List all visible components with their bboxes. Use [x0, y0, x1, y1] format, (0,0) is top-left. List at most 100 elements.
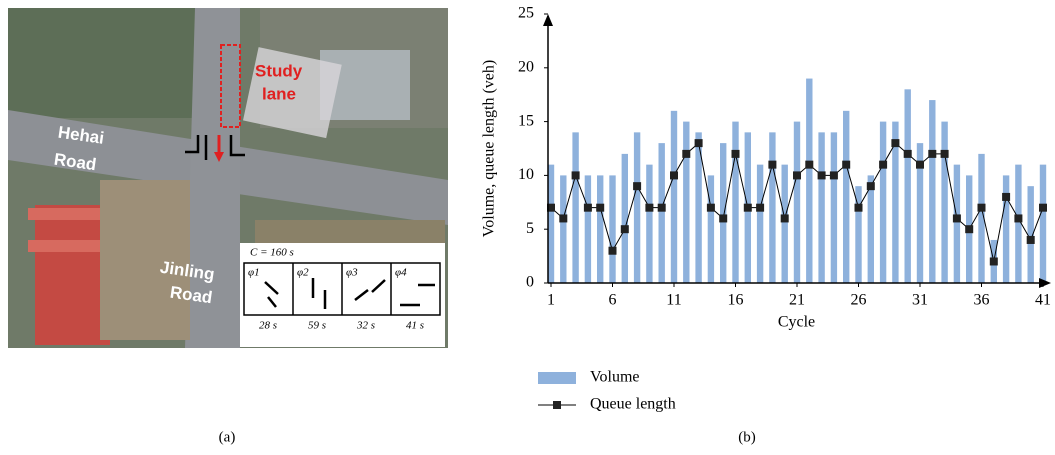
bar [806, 78, 813, 283]
x-tick-label: 1 [547, 292, 555, 309]
x-tick-label: 11 [666, 292, 681, 309]
marker [620, 225, 629, 234]
y-axis-label: Volume, queue length (veh) [481, 60, 498, 237]
panel-label: (b) [738, 429, 756, 445]
x-tick-label: 6 [609, 292, 617, 309]
bar [793, 121, 801, 283]
bar [609, 175, 616, 283]
bar [547, 164, 555, 283]
marker [756, 203, 765, 212]
phase-duration: 32 s [356, 320, 375, 332]
marker [989, 257, 998, 266]
bar [560, 175, 567, 283]
phase-duration: 41 s [406, 320, 424, 332]
study-lane-label: Study [255, 61, 303, 80]
bar [584, 175, 592, 283]
x-tick-label: 21 [789, 292, 805, 309]
bar [1002, 175, 1010, 283]
y-axis-arrow [543, 14, 553, 26]
phase-label: φ4 [395, 267, 407, 279]
marker [952, 214, 961, 223]
marker [571, 171, 580, 180]
marker [977, 203, 986, 212]
marker [731, 149, 740, 158]
x-axis-arrow [1039, 278, 1051, 288]
marker [940, 149, 949, 158]
y-tick-label: 10 [518, 166, 534, 183]
marker [670, 171, 678, 180]
bar [621, 153, 628, 283]
panel-label: (a) [219, 429, 236, 445]
marker [866, 182, 875, 191]
bar [756, 164, 764, 283]
marker [608, 246, 617, 255]
marker [842, 160, 851, 169]
marker [1026, 235, 1035, 244]
legend-label: Queue length [590, 396, 676, 413]
bar [1039, 164, 1047, 283]
marker [547, 203, 555, 212]
phase-label: φ2 [297, 267, 309, 279]
marker [583, 203, 592, 212]
bar [830, 132, 838, 283]
bar [1027, 186, 1034, 283]
bar [904, 89, 911, 283]
marker [879, 160, 888, 169]
marker [719, 214, 728, 223]
bar [732, 121, 739, 283]
bar [720, 143, 727, 283]
bar [929, 100, 936, 283]
legend-swatch [553, 401, 561, 409]
legend-swatch [538, 372, 576, 384]
bar [670, 110, 678, 283]
bar [855, 186, 862, 283]
x-tick-label: 31 [912, 292, 928, 309]
marker [682, 149, 691, 158]
bar [843, 110, 850, 283]
marker [817, 171, 826, 180]
y-tick-label: 25 [518, 5, 534, 22]
cycle-length: C = 160 s [250, 247, 294, 259]
marker [694, 139, 703, 148]
marker [793, 171, 801, 180]
bar [818, 132, 825, 283]
bar [953, 164, 961, 283]
marker [1014, 214, 1023, 223]
marker [854, 203, 863, 212]
marker [805, 160, 814, 169]
bar [1015, 164, 1022, 283]
phase-label: φ1 [248, 267, 260, 279]
bar [646, 164, 653, 283]
phase-label: φ3 [346, 267, 358, 279]
marker [1039, 203, 1047, 212]
y-tick-label: 0 [526, 274, 534, 291]
marker [559, 214, 568, 223]
marker [1002, 192, 1011, 201]
bar [892, 121, 899, 283]
bar [916, 143, 924, 283]
bar [941, 121, 948, 283]
bar [879, 121, 887, 283]
aerial-image [8, 8, 448, 348]
marker [633, 182, 642, 191]
x-axis-label: Cycle [778, 314, 815, 331]
marker [928, 149, 937, 158]
y-tick-label: 5 [526, 220, 534, 237]
bar [781, 164, 788, 283]
bar [867, 175, 874, 283]
marker [780, 214, 789, 223]
marker [891, 139, 900, 148]
marker [596, 203, 605, 212]
bar [707, 175, 715, 283]
bar [658, 143, 665, 283]
marker [916, 160, 924, 169]
marker [965, 225, 974, 234]
marker [829, 171, 838, 180]
bar [769, 132, 776, 283]
marker [657, 203, 666, 212]
marker [903, 149, 912, 158]
bar [633, 132, 641, 283]
x-tick-label: 36 [974, 292, 990, 309]
marker [768, 160, 777, 169]
